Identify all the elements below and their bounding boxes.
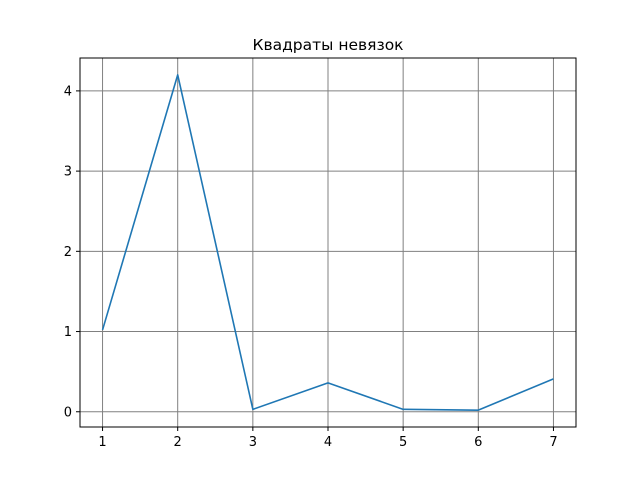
x-tick-label: 2 <box>174 435 182 450</box>
y-tick-label: 0 <box>64 405 72 420</box>
y-tick-label: 2 <box>64 245 72 260</box>
grid-lines <box>80 58 576 427</box>
x-axis-ticks: 1 2 3 4 5 6 7 <box>98 427 558 450</box>
y-tick-label: 1 <box>64 325 72 340</box>
x-tick-label: 7 <box>549 435 557 450</box>
x-tick-label: 5 <box>399 435 407 450</box>
chart-title: Квадраты невязок <box>252 36 403 54</box>
y-tick-label: 4 <box>64 84 72 99</box>
series-layer <box>101 74 554 411</box>
x-tick-label: 4 <box>324 435 332 450</box>
x-tick-label: 6 <box>474 435 482 450</box>
x-tick-label: 1 <box>98 435 106 450</box>
y-tick-label: 3 <box>64 165 72 180</box>
series-line <box>101 74 554 411</box>
y-axis-ticks: 0 1 2 3 4 <box>64 84 80 420</box>
x-tick-label: 3 <box>249 435 257 450</box>
